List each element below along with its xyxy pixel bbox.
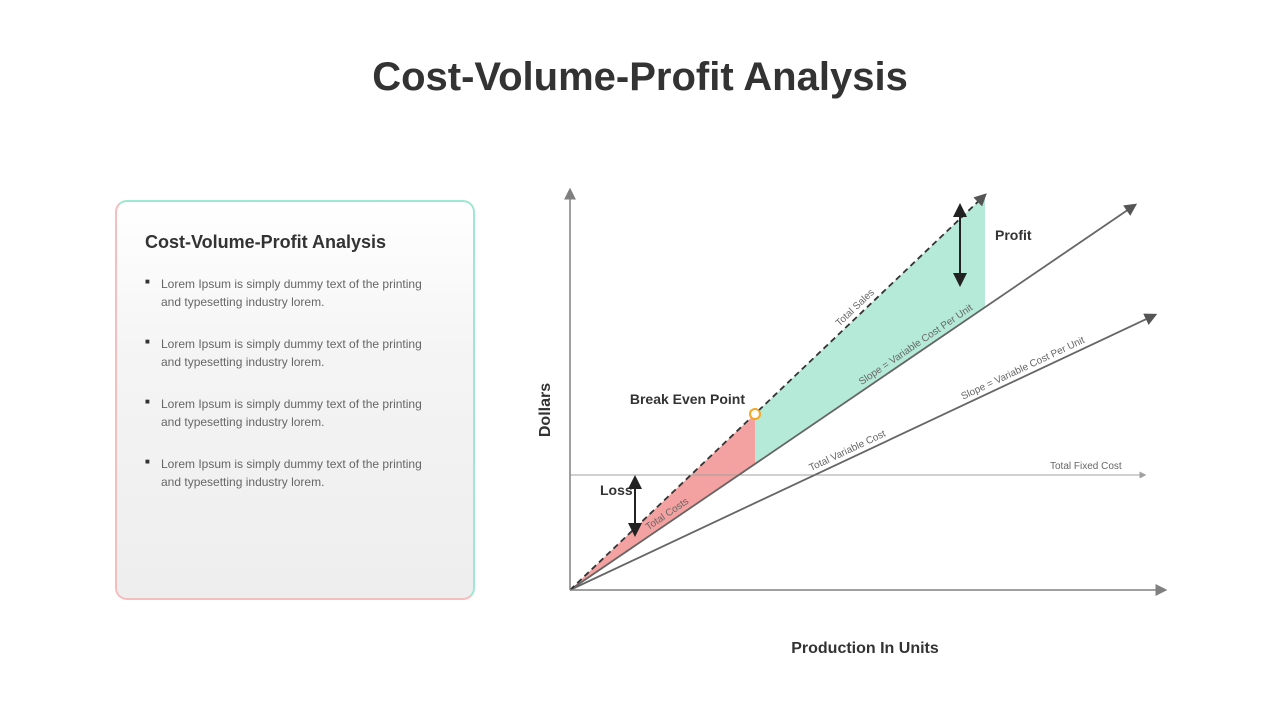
profit-label: Profit xyxy=(995,227,1032,243)
list-item: Lorem Ipsum is simply dummy text of the … xyxy=(145,335,445,371)
loss-label: Loss xyxy=(600,482,633,498)
profit-region xyxy=(755,195,985,464)
info-card: Cost-Volume-Profit Analysis Lorem Ipsum … xyxy=(115,200,475,600)
chart-svg: Total Fixed Cost Break Even Point Loss Prof… xyxy=(555,190,1175,630)
line-label: Slope = Variable Cost Per Unit xyxy=(960,335,1087,403)
break-even-label: Break Even Point xyxy=(630,391,745,407)
y-axis-label: Dollars xyxy=(537,383,555,437)
card-heading: Cost-Volume-Profit Analysis xyxy=(145,232,445,253)
page-title: Cost-Volume-Profit Analysis xyxy=(0,55,1280,100)
card-bullet-list: Lorem Ipsum is simply dummy text of the … xyxy=(145,275,445,491)
list-item: Lorem Ipsum is simply dummy text of the … xyxy=(145,395,445,431)
list-item: Lorem Ipsum is simply dummy text of the … xyxy=(145,275,445,311)
x-axis-label: Production In Units xyxy=(791,640,939,658)
cvp-chart: Dollars Production In Units Total Fixed … xyxy=(555,190,1175,630)
break-even-marker xyxy=(750,409,760,419)
fixed-cost-label: Total Fixed Cost xyxy=(1050,461,1122,472)
list-item: Lorem Ipsum is simply dummy text of the … xyxy=(145,455,445,491)
line-label: Total Variable Cost xyxy=(808,428,888,473)
